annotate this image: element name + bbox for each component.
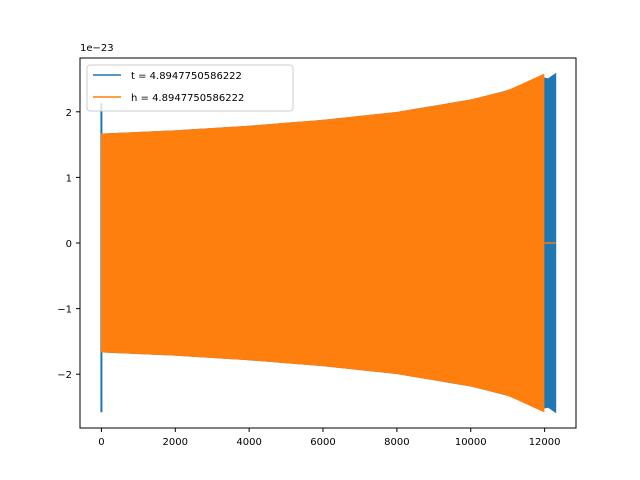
x-tick-label: 0 [98, 437, 104, 448]
y-axis: −2 −1 0 1 2 [57, 108, 80, 381]
y-tick-label: 0 [66, 239, 72, 250]
y-tick-label: −1 [57, 305, 72, 316]
x-tick-label: 4000 [236, 437, 261, 448]
x-tick-label: 10000 [455, 437, 487, 448]
x-tick-label: 2000 [163, 437, 188, 448]
legend-label-t: t = 4.8947750586222 [131, 71, 242, 82]
legend-label-h: h = 4.8947750586222 [131, 93, 244, 104]
y-tick-label: 1 [66, 173, 72, 184]
plot-area [100, 72, 557, 414]
y-offset-label: 1e−23 [80, 43, 114, 54]
y-tick-label: −2 [57, 370, 72, 381]
x-tick-label: 8000 [384, 437, 409, 448]
legend-box [86, 64, 294, 112]
x-axis: 0 2000 4000 6000 8000 10000 12000 [98, 428, 561, 448]
legend: t = 4.8947750586222 h = 4.8947750586222 [86, 64, 294, 112]
series-h-band [100, 73, 545, 413]
x-tick-label: 12000 [529, 437, 561, 448]
y-tick-label: 2 [66, 108, 72, 119]
x-tick-label: 6000 [310, 437, 335, 448]
